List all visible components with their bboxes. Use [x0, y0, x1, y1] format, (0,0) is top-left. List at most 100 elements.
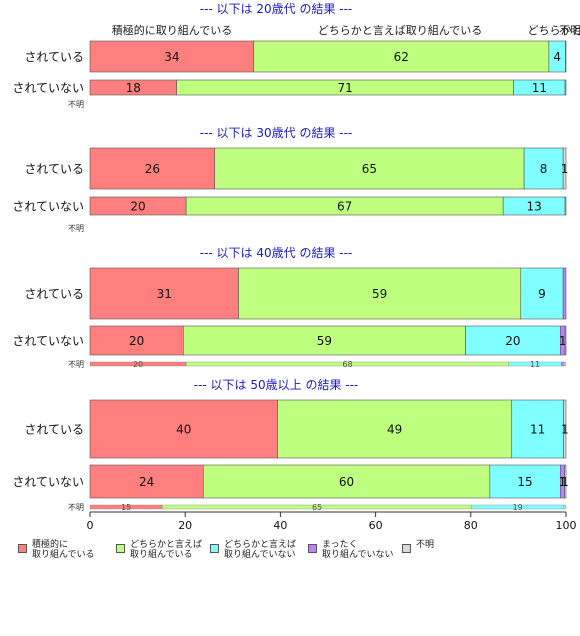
- data-label: 67: [337, 200, 352, 214]
- unknown-bar-segment: [561, 361, 565, 367]
- bar-segment: [523, 147, 564, 190]
- bar-segment: [562, 147, 567, 190]
- data-label: 26: [145, 162, 160, 176]
- data-label: 71: [337, 81, 352, 95]
- legend-item: まったく 取り組んでいない: [308, 540, 394, 560]
- bar-segment: [89, 147, 216, 190]
- bar-segment: [202, 464, 491, 499]
- data-label: 1: [559, 334, 567, 348]
- bar-segment: [238, 267, 522, 320]
- bar-segment: [214, 147, 525, 190]
- data-label: 11: [532, 81, 547, 95]
- data-label: 15: [517, 475, 532, 489]
- legend: 積極的に 取り組んでいる どちらかと言えば 取り組んでいる どちらかと言えば 取り組…: [18, 540, 578, 570]
- bar-segment: [89, 464, 204, 499]
- data-label: 20: [505, 334, 520, 348]
- row-label: されている: [24, 287, 84, 301]
- unknown-bar-segment: [563, 504, 567, 510]
- data-label: 4: [553, 50, 561, 64]
- panel-title: --- 以下は 40歳代 の結果 ---: [200, 246, 353, 260]
- data-label: 9: [538, 287, 546, 301]
- unknown-data-label: 11: [530, 360, 540, 369]
- bar-segment: [489, 464, 561, 499]
- data-label: 1: [561, 423, 569, 437]
- legend-swatch: [116, 544, 125, 553]
- data-label: 31: [157, 287, 172, 301]
- legend-swatch: [402, 544, 411, 553]
- legend-label: 積極的に 取り組んでいる: [32, 540, 95, 560]
- bar-segment: [253, 40, 550, 73]
- bar-segment: [564, 325, 567, 356]
- bar-segment: [562, 267, 567, 320]
- legend-swatch: [18, 544, 27, 553]
- unknown-data-label: 65: [312, 503, 322, 512]
- bar-segment: [564, 79, 567, 96]
- data-label: 13: [526, 200, 541, 214]
- data-label: 1: [561, 475, 569, 489]
- x-tick-label: 0: [87, 519, 94, 532]
- data-label: 60: [339, 475, 354, 489]
- unknown-row-label: 不明: [68, 224, 84, 233]
- row-label: されていない: [12, 475, 84, 489]
- top-category-label: どちらかと言えば取り組んでいる: [318, 24, 482, 37]
- row-label: されている: [24, 423, 84, 437]
- x-tick-label: 80: [464, 519, 478, 532]
- panel-title: --- 以下は 20歳代 の結果 ---: [200, 2, 353, 16]
- data-label: 1: [559, 475, 567, 489]
- unknown-data-label: 20: [133, 360, 143, 369]
- bar-segment: [182, 325, 466, 356]
- top-category-label: どちらかと: [528, 24, 580, 37]
- data-label: 40: [176, 423, 191, 437]
- bar-segment: [564, 464, 567, 499]
- unknown-row-label: 不明: [68, 360, 84, 369]
- legend-label: 不明: [416, 540, 435, 550]
- data-label: 59: [372, 287, 387, 301]
- unknown-row-label: 不明: [68, 100, 84, 109]
- unknown-data-label: 19: [513, 503, 523, 512]
- panel-title: --- 以下は 50歳以上 の結果 ---: [194, 378, 359, 392]
- data-label: 20: [129, 334, 144, 348]
- x-tick-label: 40: [273, 519, 287, 532]
- unknown-data-label: 68: [342, 360, 352, 369]
- data-label: 49: [387, 423, 402, 437]
- unknown-row-label: 不明: [68, 503, 84, 512]
- row-label: されていない: [12, 334, 84, 348]
- data-label: 20: [130, 200, 145, 214]
- panel-title: --- 以下は 30歳代 の結果 ---: [200, 126, 353, 140]
- data-label: 24: [139, 475, 154, 489]
- bar-segment: [511, 399, 564, 459]
- legend-item: 積極的に 取り組んでいる: [18, 540, 95, 560]
- bar-segment: [465, 325, 561, 356]
- data-label: 8: [540, 162, 548, 176]
- legend-item: どちらかと言えば 取り組んでいる: [116, 540, 202, 560]
- bar-segment: [564, 196, 567, 216]
- legend-swatch: [210, 544, 219, 553]
- row-label: されていない: [12, 81, 84, 95]
- bar-segment: [89, 399, 278, 459]
- data-label: 34: [164, 50, 179, 64]
- data-label: 18: [126, 81, 141, 95]
- legend-item: どちらかと言えば 取り組んでいない: [210, 540, 296, 560]
- legend-item: 不明: [402, 540, 434, 553]
- top-category-label: 積極的に取り組んでいる: [112, 23, 232, 37]
- row-label: されている: [24, 162, 84, 176]
- legend-swatch: [308, 544, 317, 553]
- x-tick-label: 100: [556, 519, 577, 532]
- bar-segment: [277, 399, 513, 459]
- data-label: 65: [362, 162, 377, 176]
- row-label: されている: [24, 50, 84, 64]
- x-tick-label: 60: [369, 519, 383, 532]
- data-label: 59: [317, 334, 332, 348]
- bar-segment: [89, 267, 239, 320]
- unknown-bar-segment: [563, 361, 567, 367]
- top-category-label: 不明: [559, 24, 580, 37]
- legend-label: どちらかと言えば 取り組んでいる: [130, 540, 203, 560]
- bar-segment: [563, 399, 567, 459]
- data-label: 11: [530, 423, 545, 437]
- data-label: 1: [561, 162, 569, 176]
- x-tick-label: 20: [178, 519, 192, 532]
- data-label: 62: [394, 50, 409, 64]
- bar-segment: [89, 325, 184, 356]
- row-label: されていない: [12, 200, 84, 214]
- unknown-data-label: 15: [121, 503, 131, 512]
